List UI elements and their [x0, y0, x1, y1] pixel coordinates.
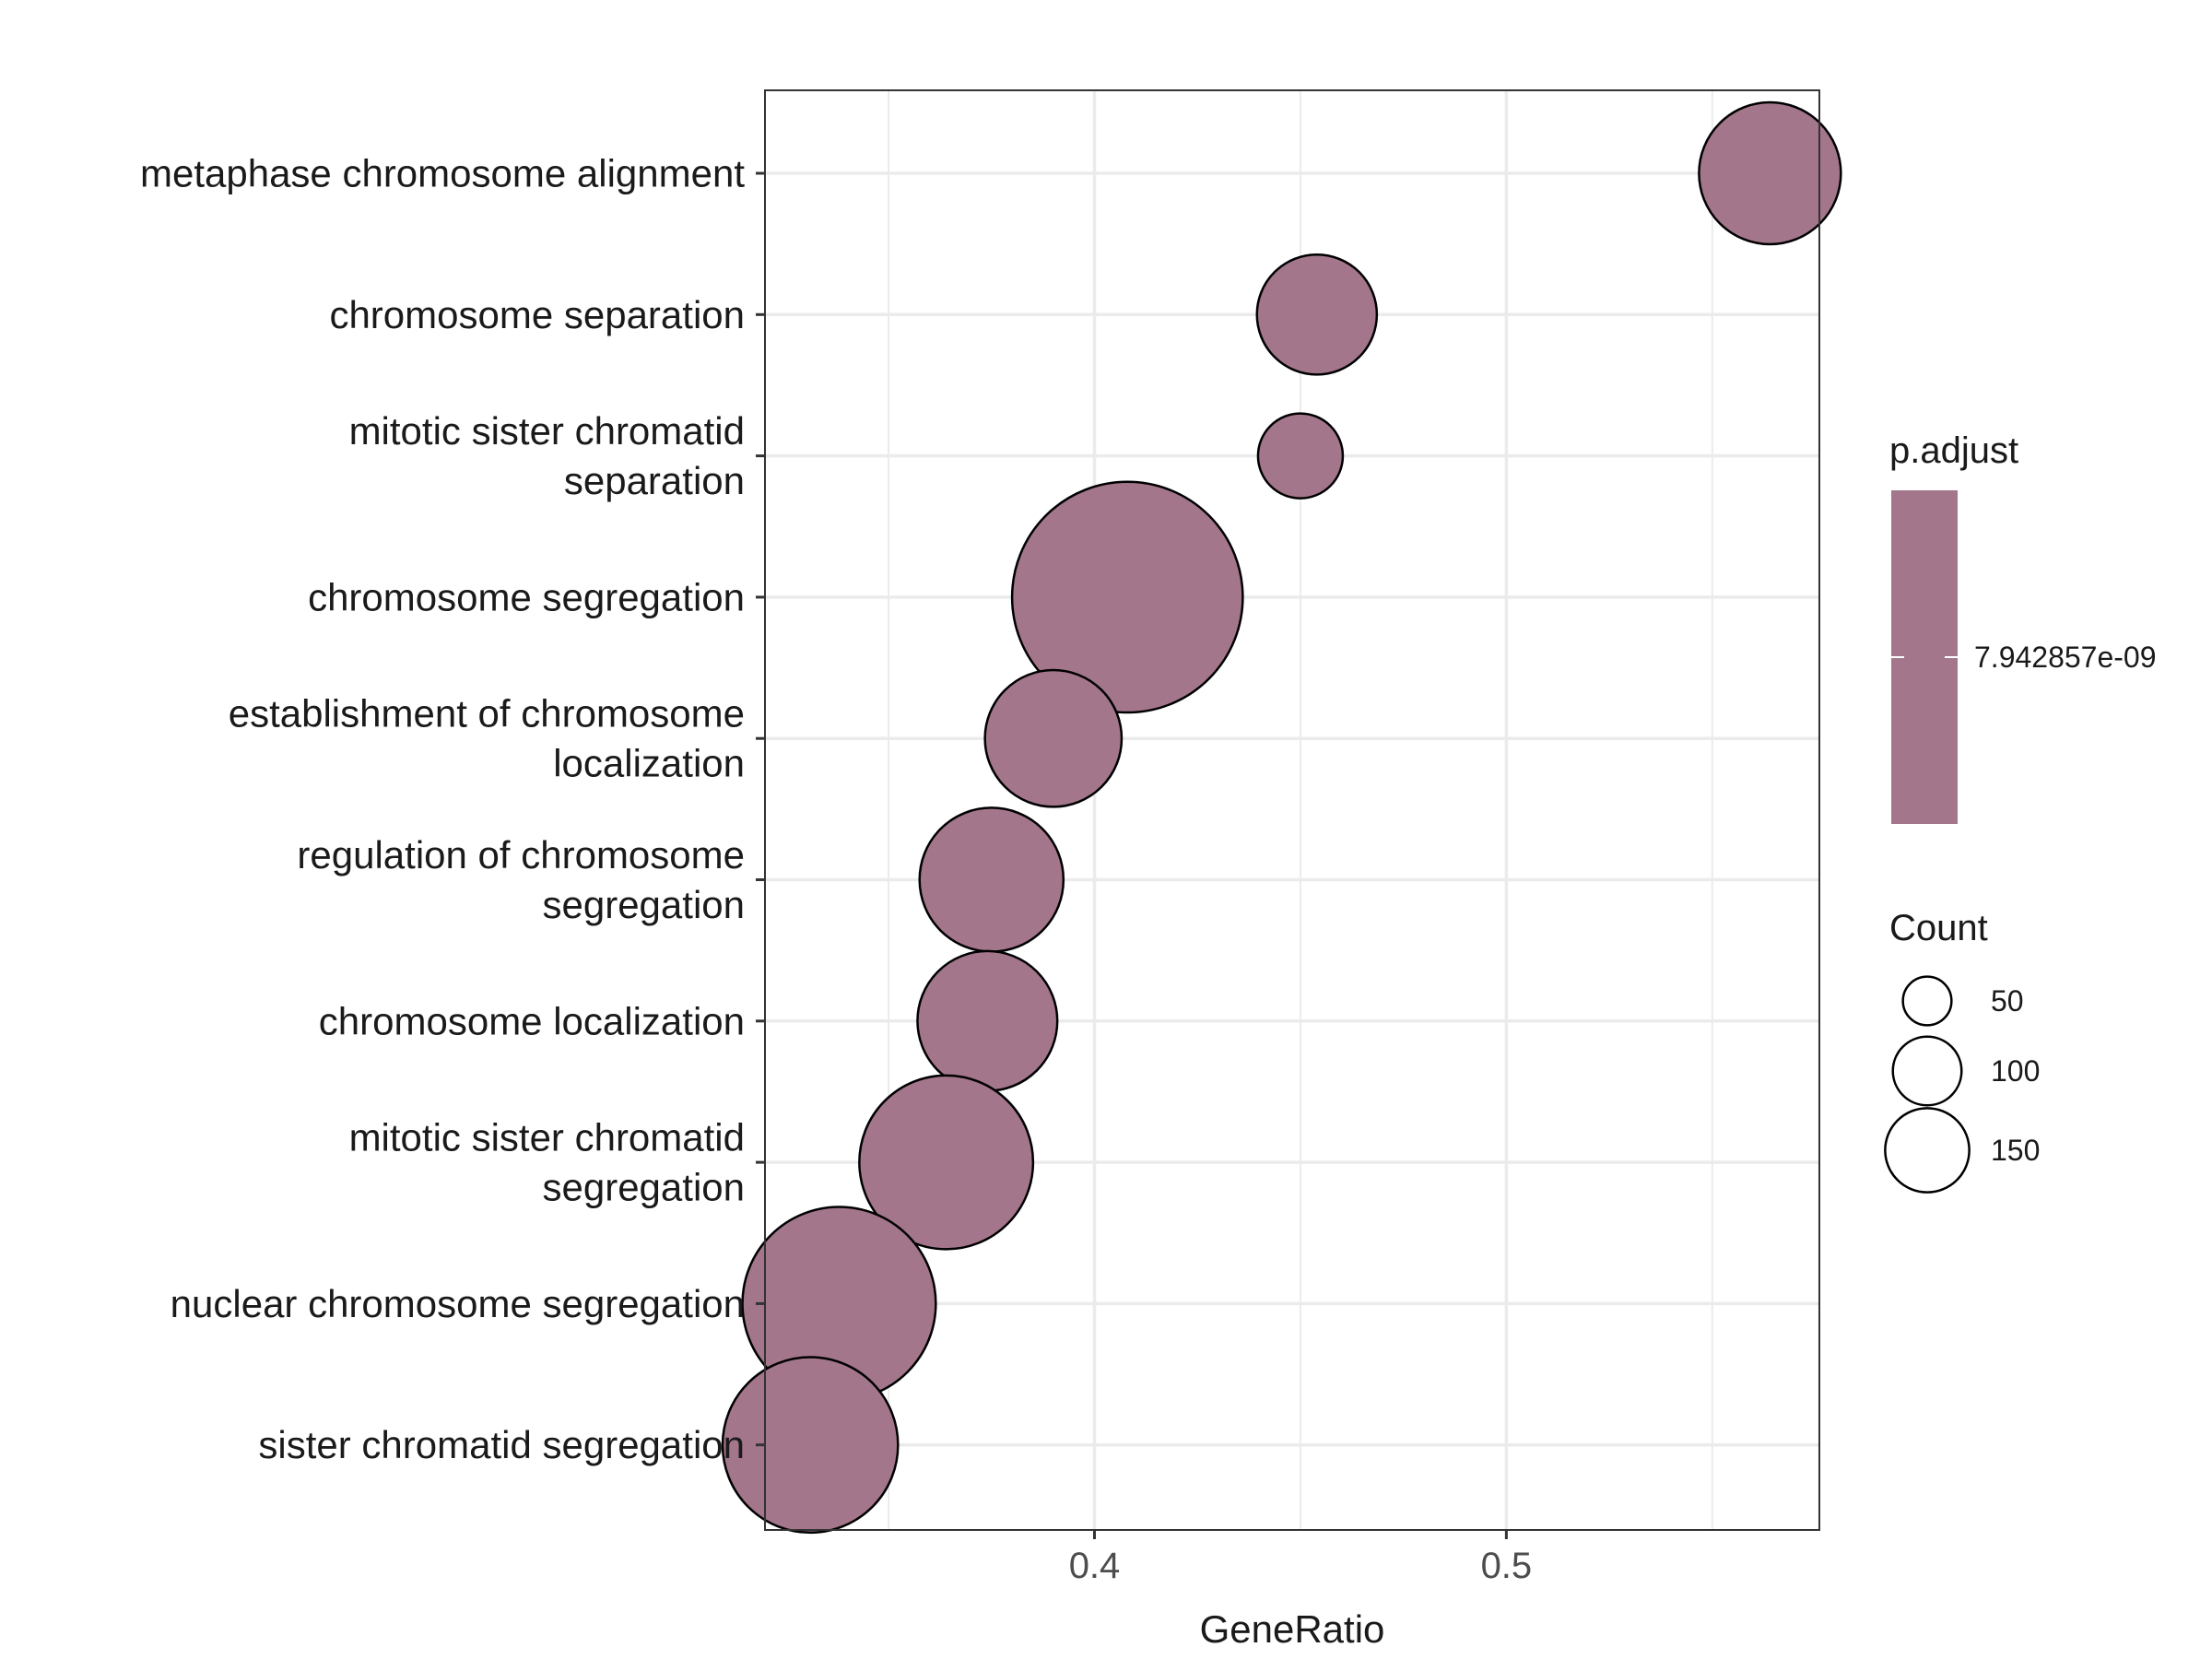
x-axis: 0.4 0.5: [1069, 1530, 1532, 1586]
data-point: [1255, 253, 1379, 376]
color-legend-label: 7.942857e-09: [1974, 641, 2157, 674]
y-tick-label: regulation of chromosome: [297, 833, 745, 877]
size-legend-key: [1884, 1107, 1971, 1194]
size-legend-label: 100: [1991, 1054, 2040, 1088]
y-tick-label: chromosome separation: [329, 293, 745, 336]
y-tick-label: chromosome localization: [319, 999, 745, 1042]
size-legend-label: 50: [1991, 984, 2024, 1018]
size-legend-label: 150: [1991, 1134, 2040, 1167]
color-legend-title: p.adjust: [1889, 430, 2018, 471]
size-legend-key: [1901, 975, 1953, 1027]
data-point: [858, 1074, 1035, 1251]
y-tick-label: sister chromatid segregation: [258, 1423, 745, 1466]
size-legend: Count 50 100 150: [1884, 908, 2040, 1194]
data-point: [1010, 480, 1244, 714]
size-legend-title: Count: [1889, 908, 1988, 948]
data-point: [916, 949, 1059, 1092]
y-tick-label: segregation: [543, 883, 746, 926]
x-axis-title: GeneRatio: [1200, 1607, 1385, 1651]
y-tick-label: metaphase chromosome alignment: [140, 152, 745, 195]
y-tick-label: mitotic sister chromatid: [349, 1116, 745, 1159]
y-tick-label: separation: [564, 459, 745, 502]
data-point: [721, 1356, 900, 1535]
data-point: [918, 806, 1065, 953]
color-legend: p.adjust 7.942857e-09: [1889, 430, 2157, 824]
y-tick-label: mitotic sister chromatid: [349, 409, 745, 453]
y-tick-label: establishment of chromosome: [229, 692, 745, 735]
x-tick-label: 0.4: [1069, 1546, 1121, 1586]
points: [721, 100, 1842, 1535]
data-point: [1698, 100, 1842, 246]
y-tick-label: chromosome segregation: [308, 575, 745, 618]
y-tick-label: segregation: [543, 1166, 746, 1209]
y-tick-label: localization: [553, 742, 745, 785]
x-tick-label: 0.5: [1481, 1546, 1533, 1586]
panel-border: [764, 89, 1820, 1531]
y-axis: metaphase chromosome alignment chromosome…: [140, 152, 765, 1466]
data-point: [1256, 412, 1345, 500]
size-legend-key: [1891, 1035, 1963, 1107]
data-point: [983, 668, 1124, 808]
y-tick-label: nuclear chromosome segregation: [171, 1282, 745, 1325]
